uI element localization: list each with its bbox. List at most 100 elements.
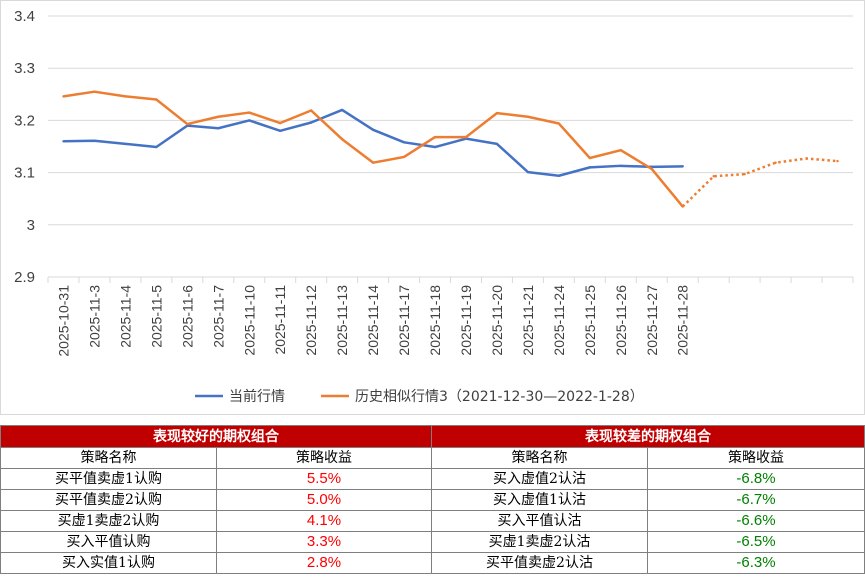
data-point bbox=[248, 111, 251, 114]
data-point bbox=[557, 122, 561, 125]
bad-strategy-return: -6.3% bbox=[647, 552, 865, 574]
y-tick-label: 3 bbox=[27, 217, 35, 234]
x-tick-label: 2025-11-21 bbox=[520, 285, 536, 356]
good-strategy-return: 2.8% bbox=[216, 552, 432, 574]
y-tick-label: 3.1 bbox=[14, 165, 35, 182]
good-strategy-return: 5.0% bbox=[216, 489, 432, 511]
bad-strategy-name: 买平值卖虚2认沽 bbox=[431, 552, 648, 574]
bad-strategy-name: 买入虚值2认沽 bbox=[431, 468, 648, 490]
data-point bbox=[433, 135, 437, 139]
data-point bbox=[495, 142, 499, 146]
good-strategy-return: 5.5% bbox=[216, 468, 432, 490]
good-strategy-name: 买平值卖虚1认购 bbox=[0, 468, 217, 490]
x-tick-label: 2025-11-6 bbox=[179, 285, 195, 348]
x-tick-label: 2025-11-17 bbox=[396, 285, 412, 356]
data-point bbox=[526, 170, 530, 174]
x-tick-label: 2025-11-26 bbox=[613, 285, 629, 356]
legend-label: 历史相似行情3（2021-12-30—2022-1-28） bbox=[355, 389, 644, 405]
x-tick-label: 2025-11-18 bbox=[427, 285, 443, 356]
data-point bbox=[217, 127, 220, 130]
series-line-0 bbox=[63, 108, 683, 177]
data-point bbox=[526, 115, 530, 118]
data-point bbox=[62, 140, 65, 143]
table-column-header-row: 策略名称 策略收益 策略名称 策略收益 bbox=[0, 447, 865, 469]
good-strategy-return: 4.1% bbox=[216, 510, 432, 532]
data-point bbox=[309, 121, 313, 124]
x-tick-label: 2025-11-5 bbox=[148, 285, 164, 348]
data-point bbox=[557, 174, 561, 177]
data-point bbox=[681, 165, 684, 168]
x-tick-label: 2025-11-10 bbox=[241, 285, 257, 356]
data-point bbox=[650, 167, 653, 171]
data-point bbox=[124, 95, 127, 98]
good-combos-header: 表现较好的期权组合 bbox=[0, 425, 432, 448]
bad-strategy-name: 买入虚值1认沽 bbox=[431, 489, 648, 511]
x-tick-label: 2025-11-28 bbox=[675, 285, 691, 356]
data-point bbox=[371, 161, 375, 164]
data-point bbox=[340, 108, 344, 112]
data-point bbox=[371, 128, 375, 131]
y-tick-label: 3.2 bbox=[14, 112, 35, 129]
table-row: 买平值卖虚2认购 5.0% 买入虚值1认沽 -6.7% bbox=[0, 489, 865, 511]
bad-strategy-return: -6.5% bbox=[647, 531, 865, 553]
table-row: 买入平值认购 3.3% 买虚1卖虚2认沽 -6.5% bbox=[0, 531, 865, 553]
data-point bbox=[340, 137, 344, 141]
data-point bbox=[774, 161, 777, 164]
data-point bbox=[619, 164, 622, 168]
data-point bbox=[62, 95, 65, 98]
x-tick-label: 2025-11-25 bbox=[582, 285, 598, 356]
table-row: 买虚1卖虚2认购 4.1% 买入平值认沽 -6.6% bbox=[0, 510, 865, 532]
data-point bbox=[433, 145, 437, 149]
data-point bbox=[495, 111, 499, 115]
table-row: 买入实值1认购 2.8% 买平值卖虚2认沽 -6.3% bbox=[0, 552, 865, 574]
bad-strategy-name: 买虚1卖虚2认沽 bbox=[431, 531, 648, 553]
options-strategy-table: 表现较好的期权组合 表现较差的期权组合 策略名称 策略收益 策略名称 策略收益 … bbox=[0, 425, 865, 574]
good-strategy-return: 3.3% bbox=[216, 531, 432, 553]
data-point bbox=[402, 141, 406, 144]
bad-strategy-return: -6.6% bbox=[647, 510, 865, 532]
data-point bbox=[588, 166, 592, 169]
x-tick-label: 2025-11-3 bbox=[86, 285, 102, 348]
x-tick-label: 2025-11-20 bbox=[489, 285, 505, 356]
x-tick-label: 2025-11-24 bbox=[551, 285, 567, 356]
data-point bbox=[155, 98, 158, 101]
data-point bbox=[743, 172, 746, 176]
bad-strategy-name: 买入平值认沽 bbox=[431, 510, 648, 532]
data-point bbox=[681, 205, 684, 208]
table-title-row: 表现较好的期权组合 表现较差的期权组合 bbox=[0, 425, 865, 448]
bad-strategy-return-header: 策略收益 bbox=[647, 447, 865, 469]
y-tick-label: 3.4 bbox=[14, 8, 35, 25]
data-point bbox=[619, 148, 622, 152]
data-point bbox=[588, 156, 592, 160]
legend: 当前行情 历史相似行情3（2021-12-30—2022-1-28） bbox=[195, 388, 644, 405]
x-tick-label: 2025-11-19 bbox=[458, 285, 474, 356]
line-chart: 2.9 3 3.1 3.2 3.3 3.4 2025-10-31 2025-11-3 2025… bbox=[14, 8, 854, 405]
x-tick-label: 2025-11-14 bbox=[365, 285, 381, 356]
y-tick-label: 3.3 bbox=[14, 60, 35, 77]
bad-combos-header: 表现较差的期权组合 bbox=[431, 425, 865, 448]
chart-area: 2.9 3 3.1 3.2 3.3 3.4 2025-10-31 2025-11-3 2025… bbox=[0, 0, 865, 415]
y-axis: 2.9 3 3.1 3.2 3.3 3.4 bbox=[14, 8, 35, 286]
x-tick-label: 2025-11-7 bbox=[210, 285, 226, 348]
data-point bbox=[217, 115, 220, 118]
data-point bbox=[712, 175, 715, 178]
data-point bbox=[464, 135, 468, 139]
good-strategy-name: 买平值卖虚2认购 bbox=[0, 489, 217, 511]
data-point bbox=[309, 109, 313, 112]
good-strategy-name: 买入实值1认购 bbox=[0, 552, 217, 574]
x-tick-label: 2025-11-12 bbox=[303, 285, 319, 356]
series-line-1 bbox=[63, 90, 684, 208]
bad-strategy-name-header: 策略名称 bbox=[431, 447, 648, 469]
y-tick-label: 2.9 bbox=[14, 269, 35, 286]
x-tick-label: 2025-10-31 bbox=[55, 285, 71, 357]
x-tick-label: 2025-11-27 bbox=[644, 285, 660, 356]
data-point bbox=[248, 119, 251, 122]
good-strategy-name: 买虚1卖虚2认购 bbox=[0, 510, 217, 532]
gridlines bbox=[48, 15, 853, 278]
data-point bbox=[279, 129, 282, 133]
data-point bbox=[93, 90, 96, 93]
data-point bbox=[402, 155, 406, 159]
data-point bbox=[93, 139, 96, 142]
data-point bbox=[836, 159, 839, 163]
series-layer bbox=[62, 90, 839, 208]
